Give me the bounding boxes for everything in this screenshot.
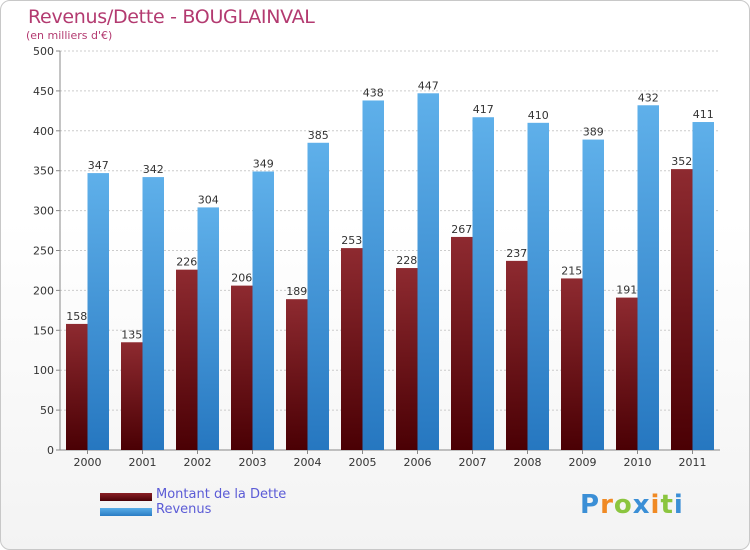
- bar-revenus: [142, 177, 164, 451]
- bar-revenus: [197, 207, 219, 450]
- data-label-revenus: 438: [363, 86, 384, 99]
- bar-revenus: [692, 122, 714, 450]
- data-label-revenus: 410: [528, 109, 549, 122]
- x-tick-label: 2006: [404, 456, 432, 469]
- logo-letter: i: [673, 490, 684, 520]
- bar-dette: [671, 169, 693, 450]
- x-tick-label: 2010: [624, 456, 652, 469]
- x-tick-label: 2008: [514, 456, 542, 469]
- x-tick-label: 2004: [294, 456, 322, 469]
- data-label-dette: 215: [561, 264, 582, 277]
- legend-swatch-revenus: [100, 508, 152, 516]
- y-tick-label: 0: [47, 444, 54, 457]
- x-tick-label: 2009: [569, 456, 597, 469]
- x-tick-label: 2003: [239, 456, 267, 469]
- bar-revenus: [307, 142, 329, 450]
- y-tick-label: 500: [33, 45, 54, 58]
- bar-dette: [396, 268, 418, 450]
- data-label-dette: 267: [451, 223, 472, 236]
- y-tick-label: 300: [33, 205, 54, 218]
- bar-dette: [66, 323, 88, 450]
- x-tick-label: 2002: [184, 456, 212, 469]
- chart-title: Revenus/Dette - BOUGLAINVAL: [28, 6, 315, 28]
- chart-subtitle: (en milliers d'€): [26, 29, 113, 42]
- data-label-dette: 237: [506, 247, 527, 260]
- y-tick-label: 400: [33, 125, 54, 138]
- data-label-revenus: 385: [308, 129, 329, 142]
- bar-revenus: [472, 117, 494, 450]
- bar-dette: [286, 299, 308, 450]
- x-tick-label: 2001: [129, 456, 157, 469]
- bar-dette: [341, 248, 363, 450]
- logo-letter: r: [600, 490, 614, 520]
- logo-letter: P: [580, 490, 601, 520]
- bar-dette: [506, 260, 528, 450]
- bar-revenus: [527, 122, 549, 450]
- data-label-dette: 226: [176, 256, 197, 269]
- proxiti-logo: Proxiti: [580, 490, 684, 520]
- x-tick-label: 2007: [459, 456, 487, 469]
- data-label-dette: 253: [341, 234, 362, 247]
- data-label-revenus: 389: [583, 126, 604, 139]
- bar-revenus: [87, 173, 109, 450]
- logo-letter: i: [650, 490, 661, 520]
- data-label-revenus: 411: [693, 108, 714, 121]
- bar-revenus: [582, 139, 604, 450]
- bar-dette: [121, 342, 143, 450]
- data-label-dette: 352: [671, 155, 692, 168]
- x-tick-label: 2005: [349, 456, 377, 469]
- logo-letter: x: [632, 490, 651, 520]
- bar-dette: [451, 236, 473, 450]
- data-label-revenus: 304: [198, 193, 219, 206]
- y-tick-label: 250: [33, 245, 54, 258]
- x-tick-label: 2000: [74, 456, 102, 469]
- x-tick-label: 2011: [679, 456, 707, 469]
- data-label-dette: 191: [616, 284, 637, 297]
- bar-dette: [561, 278, 583, 450]
- y-tick-label: 200: [33, 284, 54, 297]
- bar-revenus: [252, 171, 274, 451]
- data-label-revenus: 447: [418, 79, 439, 92]
- data-label-dette: 158: [66, 310, 87, 323]
- legend-swatch-dette: [100, 493, 152, 501]
- y-tick-label: 100: [33, 364, 54, 377]
- data-label-revenus: 432: [638, 91, 659, 104]
- bar-dette: [231, 285, 253, 450]
- legend-label-revenus: Revenus: [156, 502, 212, 517]
- bar-revenus: [417, 93, 439, 450]
- data-label-revenus: 417: [473, 103, 494, 116]
- data-label-dette: 189: [286, 285, 307, 298]
- bar-revenus: [637, 105, 659, 450]
- bar-dette: [616, 297, 638, 450]
- data-label-dette: 135: [121, 328, 142, 341]
- y-tick-label: 50: [40, 404, 54, 417]
- bar-revenus: [362, 100, 384, 450]
- y-tick-label: 350: [33, 165, 54, 178]
- logo-letter: o: [613, 490, 633, 520]
- data-label-dette: 206: [231, 272, 252, 285]
- data-label-revenus: 349: [253, 157, 274, 170]
- data-label-dette: 228: [396, 254, 417, 267]
- y-tick-label: 450: [33, 85, 54, 98]
- y-tick-label: 150: [33, 324, 54, 337]
- logo-letter: t: [660, 490, 674, 520]
- data-label-revenus: 347: [88, 159, 109, 172]
- legend-label-dette: Montant de la Dette: [156, 487, 287, 502]
- data-label-revenus: 342: [143, 163, 164, 176]
- bar-dette: [176, 269, 198, 450]
